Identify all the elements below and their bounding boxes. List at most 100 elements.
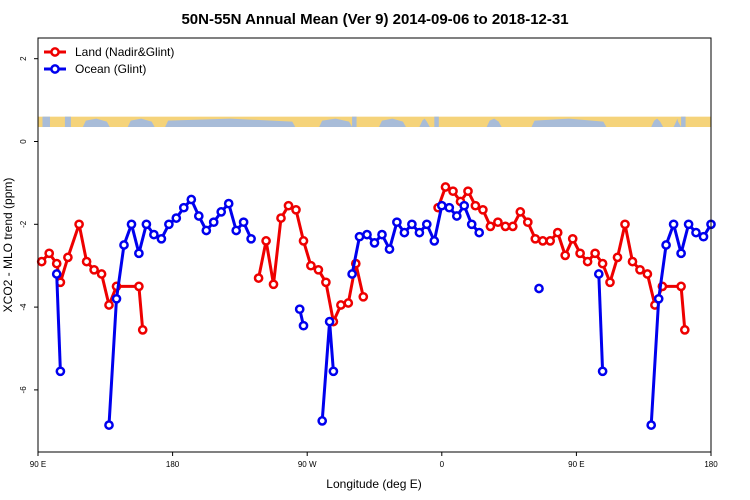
ocean-data-point: [698, 231, 709, 242]
land-data-point: [590, 248, 600, 259]
land-ocean-mask-band: [38, 116, 711, 128]
ocean-mask-patch: [352, 116, 357, 128]
land-data-point: [635, 264, 645, 275]
land-data-point: [51, 258, 62, 269]
ocean-data-point: [164, 219, 174, 230]
land-data-point: [642, 269, 653, 279]
land-data-point: [96, 269, 107, 279]
land-data-point: [298, 236, 309, 246]
land-data-point: [522, 217, 533, 228]
x-tick-label: 0: [440, 460, 445, 469]
land-data-point: [507, 221, 518, 232]
land-data-point: [545, 236, 556, 246]
land-data-point: [612, 252, 623, 263]
ocean-data-point: [459, 200, 470, 211]
plot-frame: [37, 37, 712, 453]
land-data-point: [63, 252, 73, 263]
ocean-data-point: [593, 269, 604, 279]
legend-ocean-marker: [50, 64, 60, 74]
ocean-data-point: [646, 420, 657, 430]
legend-land-label: Land (Nadir&Glint): [75, 45, 174, 59]
chart-title: 50N-55N Annual Mean (Ver 9) 2014-09-06 t…: [181, 11, 568, 28]
land-data-point: [44, 248, 55, 259]
land-data-point: [89, 264, 99, 275]
ocean-mask-patch: [651, 118, 664, 128]
ocean-data-point: [354, 231, 365, 242]
ocean-line-segment: [55, 273, 62, 372]
ocean-mask-patch: [681, 116, 686, 128]
land-data-point: [81, 256, 92, 267]
ocean-mask-patch: [419, 118, 430, 128]
ocean-data-point: [429, 236, 440, 246]
ocean-data-point: [407, 219, 417, 230]
land-data-point: [283, 200, 294, 211]
ocean-data-point: [294, 304, 305, 315]
ocean-mask-patch: [486, 118, 502, 128]
x-tick-label: 90 E: [568, 460, 584, 469]
land-data-point: [560, 250, 571, 261]
land-data-point: [605, 277, 615, 288]
ocean-mask-patch: [127, 118, 155, 128]
land-data-point: [448, 186, 458, 197]
land-data-point: [485, 221, 496, 232]
land-data-point: [306, 260, 316, 271]
ocean-data-point: [653, 293, 664, 304]
ocean-data-point: [324, 316, 335, 327]
y-tick-label: -4: [19, 303, 28, 311]
land-data-point: [679, 325, 690, 335]
land-data-point: [261, 236, 271, 246]
land-data-point: [676, 281, 686, 292]
ocean-mask-patch: [165, 118, 296, 128]
land-data-point: [74, 219, 84, 230]
land-mask-band: [38, 116, 711, 128]
land-data-point: [36, 256, 47, 267]
land-data-point: [137, 325, 148, 335]
ocean-data-point: [193, 211, 204, 221]
ocean-data-point: [111, 293, 122, 304]
land-data-point: [500, 221, 511, 232]
ocean-data-point: [414, 227, 425, 238]
ocean-data-point: [149, 229, 159, 240]
land-data-point: [253, 273, 264, 283]
ocean-data-point: [384, 244, 395, 254]
ocean-data-point: [362, 229, 372, 240]
ocean-mask-patch: [378, 118, 406, 128]
ocean-mask-patch: [434, 116, 439, 128]
ocean-data-point: [347, 269, 357, 279]
ocean-data-point: [298, 320, 309, 331]
ocean-mask-patch: [673, 118, 682, 128]
land-data-point: [336, 300, 346, 310]
land-data-point: [470, 200, 481, 211]
land-data-point: [530, 233, 541, 244]
land-data-point: [440, 182, 451, 192]
ocean-mask-patch: [82, 118, 110, 128]
ocean-data-point: [451, 211, 462, 221]
land-data-point: [567, 233, 578, 244]
land-data-point: [268, 279, 279, 290]
ocean-data-point: [668, 219, 679, 230]
ocean-mask-patch: [42, 116, 50, 128]
land-data-point: [582, 256, 593, 267]
land-data-point: [276, 213, 286, 223]
ocean-data-point: [104, 420, 114, 430]
ocean-data-point: [534, 283, 544, 294]
ocean-data-point: [392, 217, 402, 228]
ocean-data-point: [691, 227, 701, 238]
ocean-data-point: [369, 238, 380, 248]
ocean-data-point: [661, 240, 671, 250]
ocean-data-point: [597, 366, 608, 377]
ocean-data-point: [328, 366, 339, 377]
ocean-data-point: [186, 194, 197, 205]
legend-ocean-label: Ocean (Glint): [75, 62, 146, 76]
land-data-point: [515, 207, 526, 217]
x-tick-label: 180: [704, 460, 718, 469]
ocean-data-point: [676, 248, 686, 259]
land-data-point: [358, 291, 369, 302]
x-tick-label: 90 E: [30, 460, 46, 469]
ocean-data-point: [444, 202, 455, 213]
ocean-data-point: [141, 219, 152, 230]
series-group: [36, 182, 716, 430]
ocean-mask-patch: [64, 116, 71, 128]
ocean-mask-patch: [319, 118, 353, 128]
ocean-data-point: [231, 225, 242, 236]
